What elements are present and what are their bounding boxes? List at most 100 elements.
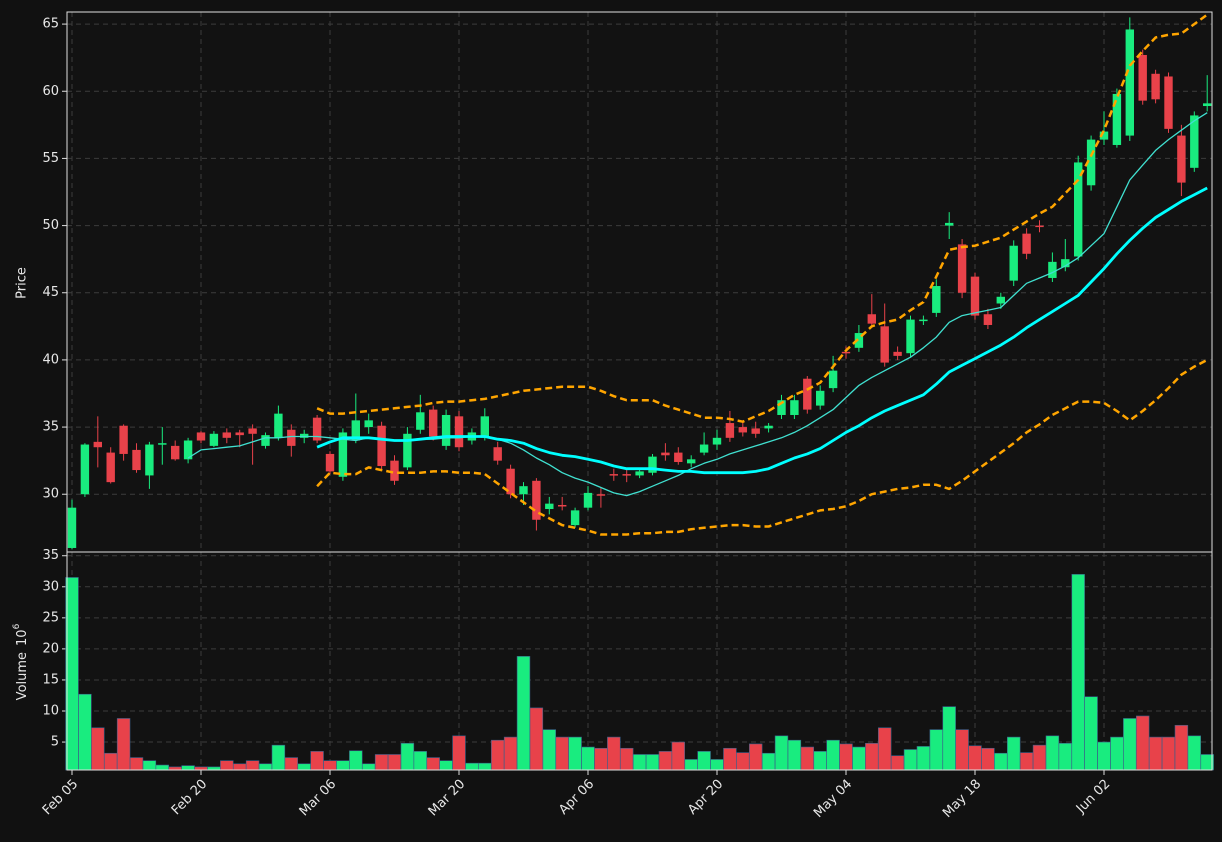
candle-body: [1125, 29, 1134, 136]
candle-body: [1009, 245, 1018, 281]
y-tick-label: 15: [42, 672, 59, 687]
volume-bar: [1019, 752, 1034, 771]
volume-bar: [78, 693, 92, 771]
candle-body: [403, 433, 412, 468]
volume-bar: [619, 747, 634, 771]
volume-bar: [323, 760, 337, 771]
candle-body: [312, 417, 322, 441]
volume-bar: [981, 747, 995, 771]
y-tick-label: 35: [42, 548, 59, 563]
y-tick-label: 50: [42, 218, 59, 233]
candle-body: [648, 456, 657, 473]
volume-bar: [1174, 724, 1189, 771]
candle-body: [661, 452, 670, 456]
candle-body: [1086, 139, 1096, 186]
candle-body: [712, 437, 722, 445]
volume-bar: [400, 742, 415, 771]
volume-bar: [349, 750, 363, 771]
candle-body: [1022, 233, 1031, 254]
volume-bar: [465, 762, 479, 771]
candle-body: [480, 416, 489, 438]
candle-body: [558, 504, 567, 507]
volume-bar: [1045, 735, 1060, 771]
candle-body: [454, 416, 464, 448]
volume-bar: [774, 735, 789, 771]
candle-body: [351, 420, 360, 441]
candle-body: [1138, 54, 1147, 101]
candle-body: [545, 503, 554, 510]
volume-bar: [426, 757, 440, 771]
candle-body: [300, 433, 309, 438]
candle-body: [1074, 162, 1083, 257]
y-tick-label: 65: [42, 17, 59, 32]
candle-body: [67, 507, 77, 548]
volume-bar: [942, 706, 956, 771]
volume-bar: [555, 736, 569, 771]
volume-bar: [387, 754, 402, 771]
candle-body: [635, 471, 644, 476]
candle-body: [854, 333, 864, 348]
volume-bar: [594, 747, 608, 771]
volume-bar: [852, 746, 866, 771]
volume-bar: [258, 763, 273, 771]
candle-body: [996, 296, 1005, 304]
candle-body: [957, 244, 967, 293]
volume-bar: [916, 746, 931, 771]
volume-bar: [155, 764, 169, 771]
candle-body: [287, 429, 296, 446]
y-axis-label: Price: [15, 267, 30, 299]
volume-bar: [297, 763, 311, 771]
volume-bar: [1032, 744, 1047, 771]
candle-body: [1164, 76, 1173, 129]
volume-bar: [877, 727, 892, 771]
volume-bar: [645, 754, 660, 771]
candle-body: [416, 412, 425, 430]
volume-bar: [826, 739, 840, 771]
candle-body: [171, 445, 180, 460]
candle-body: [803, 378, 812, 410]
volume-bar: [1071, 574, 1085, 771]
candle-body: [429, 409, 438, 437]
candle-body: [222, 432, 231, 438]
candle-body: [325, 453, 335, 472]
volume-bar: [116, 718, 131, 771]
candle-body: [867, 314, 876, 324]
volume-bar: [142, 760, 157, 771]
volume-bar: [697, 751, 711, 771]
volume-bar: [1161, 736, 1176, 771]
volume-bar: [723, 747, 737, 771]
volume-bar: [1110, 736, 1124, 771]
volume-bar: [516, 656, 531, 771]
candle-body: [932, 286, 941, 313]
volume-bar: [220, 760, 234, 771]
candle-body: [725, 423, 735, 438]
volume-bar: [542, 729, 557, 771]
candle-body: [699, 444, 709, 453]
volume-bar: [710, 759, 724, 771]
candle-body: [132, 449, 141, 471]
y-tick-label: 35: [42, 420, 59, 435]
volume-bar: [929, 729, 944, 771]
candle-body: [274, 413, 283, 438]
candle-body: [493, 447, 502, 461]
volume-bar: [374, 754, 389, 771]
volume-bar: [658, 751, 673, 771]
volume-bar: [529, 707, 544, 771]
volume-bar: [839, 743, 853, 771]
candle-body: [777, 400, 786, 415]
y-tick-label: 30: [42, 487, 59, 502]
candle-body: [235, 432, 244, 436]
volume-label: Volume: [15, 652, 30, 700]
candle-body: [1035, 225, 1044, 228]
volume-bar: [1084, 696, 1098, 771]
y-tick-label: 40: [42, 352, 59, 367]
candle-body: [390, 460, 399, 481]
candle-body: [596, 494, 606, 496]
volume-bar: [181, 765, 195, 771]
volume-frame: [66, 551, 1213, 771]
volume-bar: [632, 754, 647, 771]
y-tick-label: 45: [42, 285, 59, 300]
volume-bar: [903, 749, 918, 771]
candle-body: [183, 440, 193, 460]
